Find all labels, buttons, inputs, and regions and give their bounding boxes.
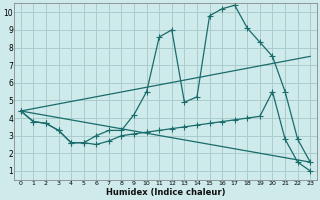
X-axis label: Humidex (Indice chaleur): Humidex (Indice chaleur)	[106, 188, 225, 197]
